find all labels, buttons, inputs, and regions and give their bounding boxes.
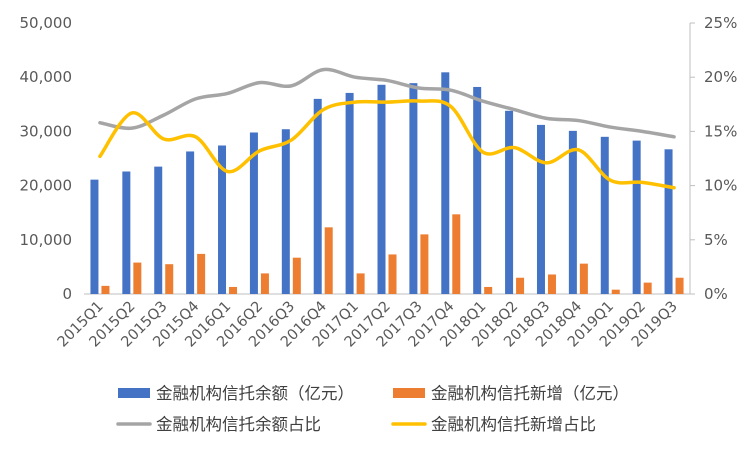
bar-balance: [441, 72, 450, 295]
y-right-tick-label: 0%: [704, 285, 728, 303]
legend-swatch: [118, 388, 150, 398]
y-right-tick-label: 20%: [704, 68, 737, 86]
line-balance-share: [98, 67, 676, 139]
legend-label: 金融机构信托余额（亿元）: [156, 384, 354, 403]
bar-balance: [218, 145, 227, 294]
bar-balance: [122, 171, 131, 294]
bar-balance: [505, 110, 514, 294]
bar-new: [484, 286, 493, 294]
legend-label: 金融机构信托新增占比: [431, 415, 596, 434]
bar-new: [165, 264, 174, 294]
bar-balance: [186, 151, 195, 294]
bar-balance: [377, 84, 386, 295]
y-right-tick-label: 10%: [704, 177, 737, 195]
bar-balance: [632, 140, 641, 294]
legend-swatch: [393, 388, 425, 398]
bar-new: [611, 289, 620, 294]
bar-new: [547, 274, 556, 294]
y-right-tick-label: 25%: [704, 14, 737, 32]
bar-new: [579, 263, 588, 294]
bar-balance: [536, 124, 545, 294]
bar-balance: [473, 86, 482, 295]
bar-new: [101, 285, 110, 294]
y-right-tick-label: 15%: [704, 122, 737, 140]
bar-balance: [90, 179, 99, 294]
line-new-share: [98, 99, 676, 190]
bar-balance: [600, 136, 609, 294]
bar-balance: [345, 92, 354, 294]
y-left-tick-label: 20,000: [20, 177, 73, 195]
bar-balance: [249, 132, 258, 294]
bar-new: [229, 286, 238, 294]
y-left-tick-label: 10,000: [20, 231, 73, 249]
y-left-tick-label: 40,000: [20, 68, 73, 86]
y-left-tick-label: 50,000: [20, 14, 73, 32]
bar-new: [356, 273, 365, 294]
bar-balance: [313, 98, 322, 294]
bar-new: [324, 227, 333, 294]
bar-new: [516, 277, 525, 294]
bar-balance: [568, 130, 577, 294]
bar-new: [197, 253, 206, 294]
bar-balance: [281, 129, 290, 294]
bar-balance: [154, 166, 163, 294]
bar-new: [133, 262, 142, 294]
legend-label: 金融机构信托余额占比: [156, 415, 321, 434]
bar-new: [292, 257, 301, 294]
legend-label: 金融机构信托新增（亿元）: [431, 384, 629, 403]
y-left-tick-label: 0: [62, 285, 72, 303]
bar-new: [675, 277, 684, 294]
bar-balance: [409, 83, 418, 294]
bar-new: [643, 282, 652, 294]
bar-new: [452, 214, 461, 294]
bar-new: [260, 273, 269, 294]
y-left-tick-label: 30,000: [20, 122, 73, 140]
bar-new: [388, 254, 397, 294]
y-right-tick-label: 5%: [704, 231, 728, 249]
bar-balance: [664, 149, 673, 294]
bar-new: [420, 234, 429, 294]
